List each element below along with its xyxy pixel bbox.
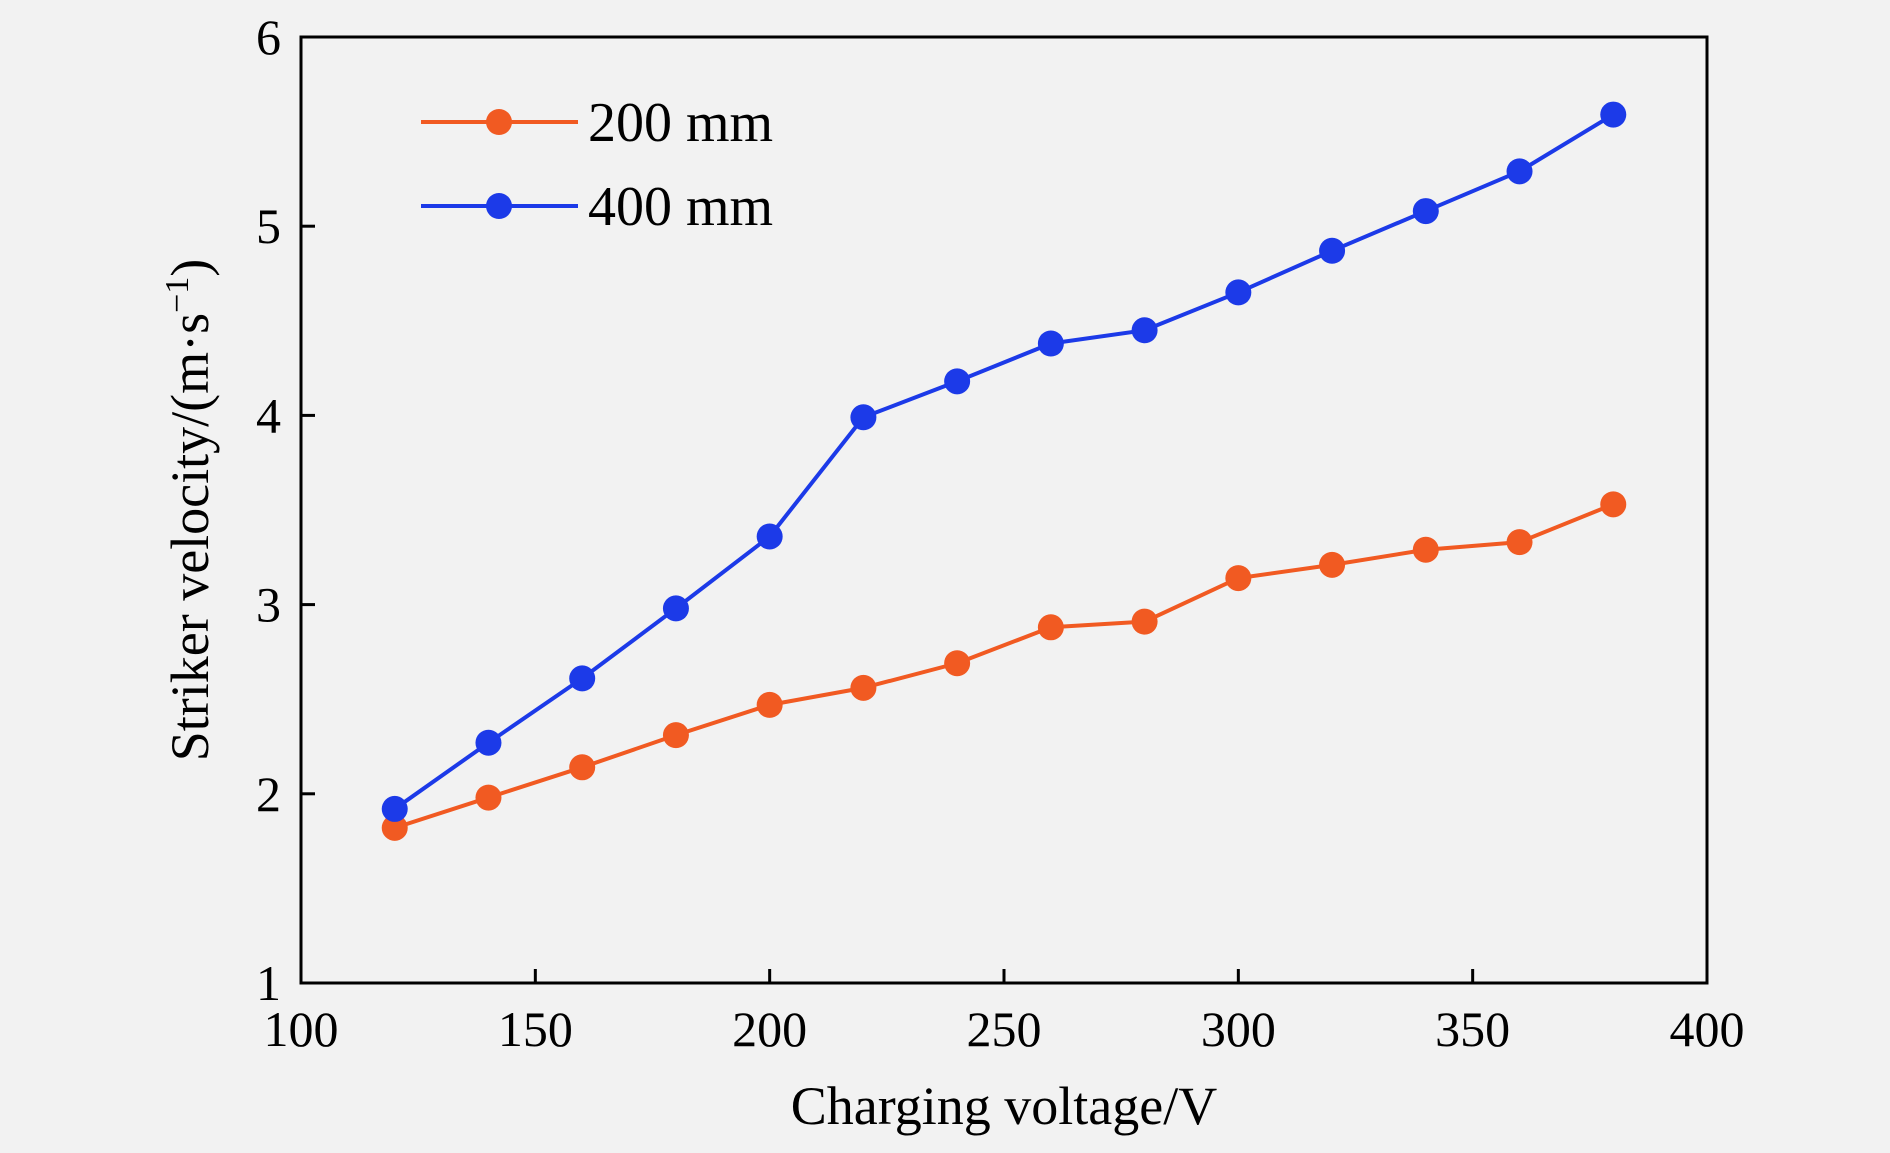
data-point-200-mm — [756, 691, 783, 718]
data-point-200-mm — [944, 650, 971, 677]
data-point-400-mm — [1319, 237, 1346, 264]
x-axis-title: Charging voltage/V — [791, 1076, 1217, 1136]
y-tick-label: 3 — [256, 577, 281, 633]
y-axis-title: Striker velocity/(m·s−1) — [159, 259, 220, 762]
data-point-200-mm — [662, 722, 689, 749]
plot-frame — [299, 35, 1709, 985]
data-point-200-mm — [1412, 536, 1439, 563]
legend-marker — [486, 193, 512, 219]
data-point-200-mm — [569, 754, 596, 781]
series-line-400-mm — [393, 112, 1615, 811]
series-layer — [381, 101, 1627, 841]
data-point-400-mm — [756, 523, 783, 550]
x-tick-label: 250 — [967, 1001, 1042, 1057]
data-point-200-mm — [1225, 565, 1252, 592]
y-tick-label: 6 — [256, 9, 281, 65]
y-tick-label: 1 — [256, 955, 281, 1011]
x-tick-label: 150 — [498, 1001, 573, 1057]
data-point-400-mm — [381, 795, 408, 822]
x-tick-label: 300 — [1201, 1001, 1276, 1057]
data-point-400-mm — [475, 729, 502, 756]
data-point-400-mm — [1506, 158, 1533, 185]
data-point-200-mm — [1319, 551, 1346, 578]
y-axis-title-main: Striker velocity/(m·s — [160, 313, 220, 761]
x-tick-label: 400 — [1670, 1001, 1745, 1057]
y-axis-title-close: ) — [160, 259, 220, 277]
data-point-200-mm — [1037, 614, 1064, 641]
data-point-400-mm — [1037, 330, 1064, 357]
legend-marker — [486, 109, 512, 135]
data-point-400-mm — [1131, 317, 1158, 344]
y-axis-title-superscript: −1 — [159, 277, 196, 313]
data-point-200-mm — [1600, 491, 1627, 518]
data-point-400-mm — [850, 404, 877, 431]
series-400-mm — [381, 101, 1627, 822]
data-point-200-mm — [1506, 529, 1533, 556]
data-point-200-mm — [1131, 608, 1158, 635]
data-point-200-mm — [850, 674, 877, 701]
data-point-400-mm — [662, 595, 689, 622]
x-tick-label: 200 — [732, 1001, 807, 1057]
data-point-400-mm — [944, 368, 971, 395]
series-line-200-mm — [394, 502, 1615, 830]
data-point-200-mm — [475, 784, 502, 811]
data-point-400-mm — [1412, 198, 1439, 225]
legend-label: 400 mm — [588, 176, 773, 238]
y-tick-label: 2 — [256, 766, 281, 822]
data-point-200-mm — [381, 814, 408, 841]
legend-label: 200 mm — [588, 92, 773, 154]
x-tick-label: 100 — [264, 1001, 339, 1057]
ticks-layer: 100 150 200 250 300 350 400 1 2 3 4 5 6 — [256, 9, 1745, 1057]
legend: 200 mm 400 mm — [421, 92, 773, 238]
data-point-400-mm — [1600, 101, 1627, 128]
legend-entry-200-mm: 200 mm — [421, 92, 773, 154]
legend-entry-400-mm: 400 mm — [421, 176, 773, 238]
series-200-mm — [381, 491, 1627, 841]
x-tick-label: 350 — [1435, 1001, 1510, 1057]
data-point-400-mm — [569, 665, 596, 692]
data-point-400-mm — [1225, 279, 1252, 306]
y-tick-label: 4 — [256, 387, 281, 443]
y-tick-label: 5 — [256, 198, 281, 254]
